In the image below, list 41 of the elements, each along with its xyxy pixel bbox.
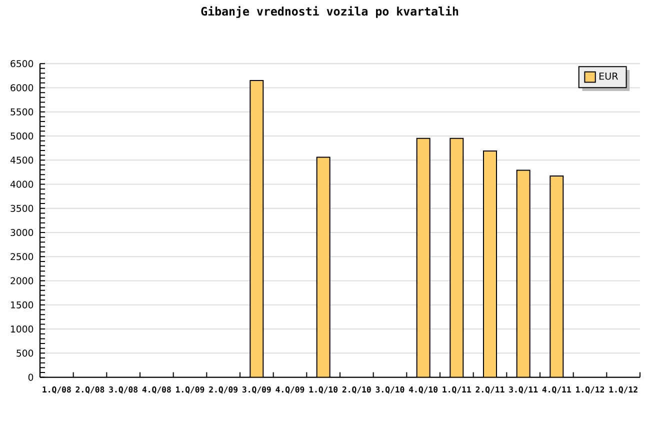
bar xyxy=(516,170,530,378)
x-tick-label: 2.Q/10 xyxy=(342,386,371,394)
x-tick-label: 3.Q/09 xyxy=(242,386,271,394)
bar xyxy=(550,176,564,378)
bar xyxy=(316,156,330,378)
x-tick-label: 4.Q/11 xyxy=(542,386,571,394)
y-tick-label: 3500 xyxy=(10,204,34,212)
y-tick-label: 1500 xyxy=(11,301,34,308)
x-tick-label: 1.Q/12 xyxy=(609,386,638,394)
x-tick-label: 2.Q/09 xyxy=(209,386,238,394)
y-tick-label: 2000 xyxy=(10,277,34,284)
y-tick-label: 0 xyxy=(28,374,34,381)
legend-label: EUR xyxy=(599,72,618,80)
y-tick-label: 6500 xyxy=(10,60,34,68)
x-tick-label: 1.Q/11 xyxy=(442,386,471,394)
x-tick-label: 1.Q/10 xyxy=(309,386,338,394)
x-tick-label: 1.Q/12 xyxy=(576,386,604,394)
bar xyxy=(250,80,264,378)
bar xyxy=(450,138,464,378)
x-tick-label: 1.Q/09 xyxy=(176,386,204,394)
x-tick-label: 4.Q/10 xyxy=(409,386,438,394)
y-tick-label: 2500 xyxy=(10,253,34,260)
x-tick-label: 4.Q/08 xyxy=(142,386,171,394)
y-tick-label: 500 xyxy=(16,350,34,357)
y-tick-label: 6000 xyxy=(10,84,34,92)
x-tick-label: 4.Q/09 xyxy=(276,386,304,394)
x-tick-label: 3.Q/11 xyxy=(509,386,538,394)
x-tick-label: 3.Q/08 xyxy=(109,386,138,394)
x-tick-label: 2.Q/11 xyxy=(476,386,504,394)
chart-title: Gibanje vrednosti vozila po kvartalih xyxy=(201,6,458,18)
bar xyxy=(483,150,498,378)
y-tick-label: 1000 xyxy=(11,326,34,333)
y-tick-label: 3000 xyxy=(10,228,34,236)
x-tick-label: 3.Q/10 xyxy=(376,386,404,394)
y-tick-label: 4500 xyxy=(10,156,34,164)
bar xyxy=(416,138,430,378)
x-tick-label: 2.Q/08 xyxy=(76,386,104,394)
x-tick-label: 1.Q/08 xyxy=(42,386,71,394)
y-tick-label: 4000 xyxy=(10,180,34,188)
y-tick-label: 5500 xyxy=(10,108,34,116)
y-tick-label: 5000 xyxy=(10,132,34,140)
